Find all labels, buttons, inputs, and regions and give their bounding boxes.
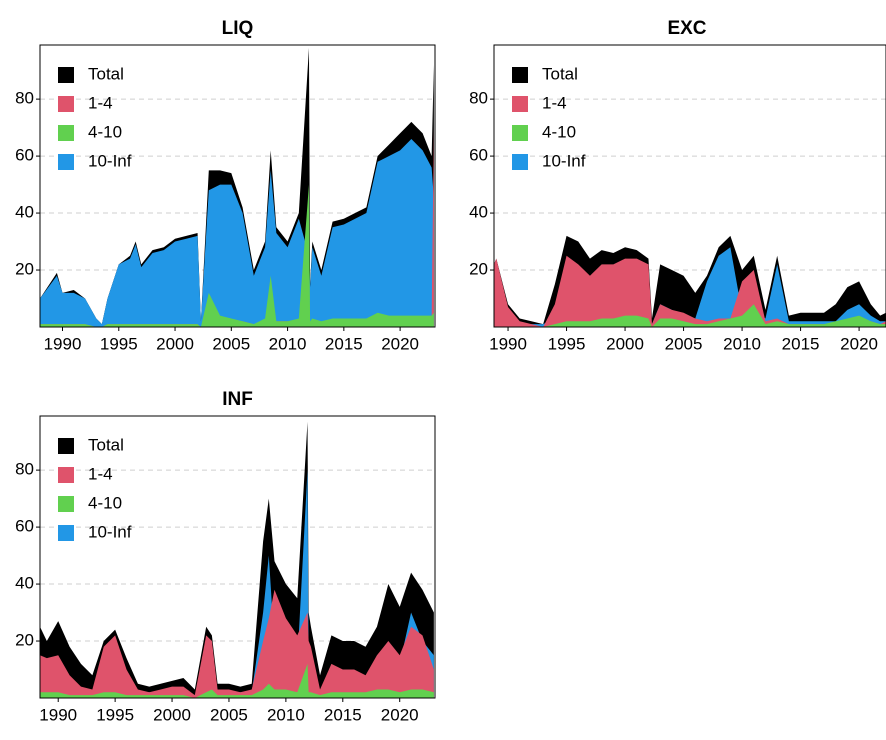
legend-label: 4-10: [88, 493, 122, 512]
legend-label: Total: [88, 64, 124, 83]
x-tick-label: 2010: [267, 705, 305, 724]
y-tick-label: 60: [469, 146, 488, 165]
legend-label: 1-4: [88, 464, 113, 483]
legend-swatch: [58, 154, 74, 170]
legend-swatch: [512, 96, 528, 112]
x-tick-label: 1995: [100, 334, 138, 353]
legend-swatch: [58, 67, 74, 83]
x-tick-label: 2005: [665, 334, 703, 353]
legend-label: 10-Inf: [88, 151, 132, 170]
legend-label: Total: [542, 64, 578, 83]
legend-swatch: [58, 467, 74, 483]
y-tick-label: 80: [15, 460, 34, 479]
area-4-10: [494, 304, 886, 327]
y-tick-label: 40: [15, 203, 34, 222]
y-tick-label: 80: [469, 89, 488, 108]
x-tick-label: 1990: [489, 334, 527, 353]
x-tick-label: 1990: [39, 705, 77, 724]
legend-label: 1-4: [88, 93, 113, 112]
legend-swatch: [58, 96, 74, 112]
legend-label: 10-Inf: [542, 151, 586, 170]
legend-swatch: [512, 125, 528, 141]
x-tick-label: 2010: [723, 334, 761, 353]
x-tick-label: 1995: [96, 705, 134, 724]
legend-swatch: [512, 154, 528, 170]
plot-frame: [39, 415, 436, 699]
panel-title: EXC: [667, 18, 706, 39]
x-tick-label: 2010: [269, 334, 307, 353]
x-tick-label: 2000: [606, 334, 644, 353]
y-tick-label: 60: [15, 146, 34, 165]
area-10-inf: [40, 139, 434, 327]
legend-label: 4-10: [88, 122, 122, 141]
area-1-4: [40, 589, 434, 698]
x-tick-label: 2020: [381, 705, 419, 724]
y-tick-label: 60: [15, 517, 34, 536]
x-tick-label: 1995: [548, 334, 586, 353]
y-tick-label: 80: [15, 89, 34, 108]
x-tick-label: 2015: [324, 705, 362, 724]
legend-label: 1-4: [542, 93, 567, 112]
x-tick-label: 2005: [212, 334, 250, 353]
x-tick-label: 2020: [840, 334, 878, 353]
x-tick-label: 2015: [782, 334, 820, 353]
plot-frame: [39, 44, 436, 328]
x-tick-label: 2000: [156, 334, 194, 353]
area-total: [40, 421, 434, 698]
legend-swatch: [58, 125, 74, 141]
y-tick-label: 40: [15, 574, 34, 593]
legend-swatch: [512, 67, 528, 83]
legend-label: 10-Inf: [88, 522, 132, 541]
y-tick-label: 20: [15, 260, 34, 279]
plot-area: [40, 421, 434, 698]
plot-area: [494, 235, 886, 327]
y-tick-label: 40: [469, 203, 488, 222]
legend-swatch: [58, 525, 74, 541]
y-tick-label: 20: [15, 631, 34, 650]
panel-title: LIQ: [222, 18, 254, 39]
legend-swatch: [58, 438, 74, 454]
x-tick-label: 1990: [44, 334, 82, 353]
x-tick-label: 2000: [153, 705, 191, 724]
legend-swatch: [58, 496, 74, 512]
x-tick-label: 2005: [210, 705, 248, 724]
plot-area: [40, 47, 434, 327]
legend-label: 4-10: [542, 122, 576, 141]
x-tick-label: 2020: [381, 334, 419, 353]
x-tick-label: 2015: [325, 334, 363, 353]
legend-label: Total: [88, 435, 124, 454]
plot-frame: [493, 44, 886, 328]
panel-title: INF: [222, 389, 253, 410]
area-1-4: [494, 255, 886, 327]
y-tick-label: 20: [469, 260, 488, 279]
area-4-10: [40, 663, 434, 698]
